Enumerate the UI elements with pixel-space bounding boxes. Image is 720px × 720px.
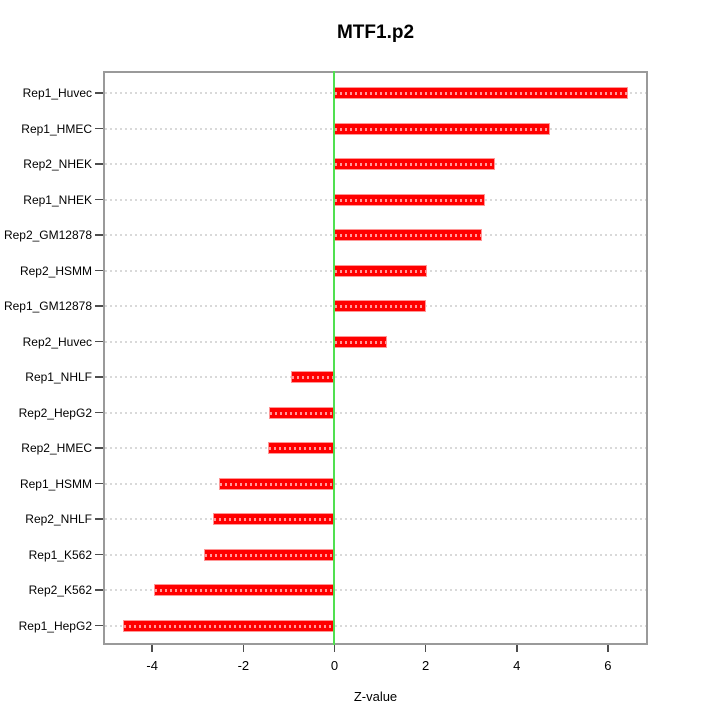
row-gridline (105, 553, 646, 556)
bar-dash-overlay (335, 305, 426, 308)
x-tick (242, 645, 245, 652)
bar-dash-overlay (220, 482, 334, 486)
y-tick (95, 340, 103, 342)
bar (334, 264, 427, 277)
bar-dash-overlay (335, 127, 550, 131)
y-axis-label: Rep2_NHEK (23, 157, 92, 171)
y-axis-label: Rep2_NHLF (25, 512, 92, 526)
row-gridline (105, 376, 646, 378)
row-gridline (105, 518, 646, 520)
y-axis-label: Rep2_K562 (28, 583, 92, 597)
bar (123, 619, 335, 632)
x-tick (516, 645, 518, 652)
x-tick-label: 0 (330, 658, 339, 673)
bar (268, 406, 335, 419)
y-axis-label: Rep2_HMEC (21, 441, 92, 455)
bar (213, 513, 335, 525)
y-tick (95, 518, 103, 520)
x-tick-label: 2 (422, 658, 430, 673)
bar-dash-overlay (269, 411, 334, 415)
x-tick-label: 4 (513, 658, 521, 673)
bar (267, 442, 335, 454)
y-tick (95, 269, 103, 271)
y-axis-label: Rep2_Huvec (22, 334, 92, 349)
y-axis-label: Rep1_HMEC (21, 121, 92, 136)
bar-dash-overlay (335, 269, 426, 273)
y-axis-label: Rep1_NHLF (25, 370, 92, 384)
y-tick (95, 482, 103, 484)
bar-dash-overlay (205, 553, 334, 557)
bar-dash-overlay (292, 376, 334, 379)
y-tick (95, 305, 103, 307)
bar-dash-overlay (335, 234, 481, 237)
y-axis-label: Rep1_HSMM (19, 476, 92, 491)
bar (334, 193, 485, 206)
x-tick (424, 645, 427, 652)
bar-dash-overlay (335, 163, 494, 166)
y-tick (95, 163, 103, 165)
y-axis-label: Rep2_HSMM (19, 263, 92, 278)
y-axis-label: Rep1_Huvec (22, 86, 92, 100)
y-tick (95, 411, 103, 413)
row-gridline (105, 624, 646, 627)
x-tick-label: 6 (604, 658, 612, 673)
y-axis-label: Rep2_GM12878 (3, 228, 92, 242)
y-tick (95, 447, 103, 449)
x-tick-label: -4 (146, 658, 158, 673)
bar-dash-overlay (335, 340, 386, 344)
bar-dash-overlay (124, 624, 334, 628)
bar (219, 477, 335, 490)
y-axis-label: Rep1_NHEK (23, 192, 92, 207)
bar-dash-overlay (335, 92, 627, 95)
zero-line (333, 71, 336, 645)
x-tick (333, 645, 336, 652)
y-tick (95, 624, 103, 626)
y-tick (95, 234, 103, 236)
bar (334, 87, 628, 99)
bar-dash-overlay (155, 589, 334, 592)
bar-dash-overlay (268, 447, 334, 450)
y-tick (95, 376, 103, 378)
y-axis-label: Rep1_GM12878 (3, 299, 92, 313)
bar (204, 548, 335, 561)
bar (154, 584, 335, 596)
y-axis-label: Rep1_HepG2 (18, 618, 92, 633)
row-gridline (105, 482, 646, 485)
y-tick (95, 198, 103, 200)
row-gridline (105, 589, 646, 591)
row-gridline (105, 411, 646, 414)
y-tick (95, 92, 103, 94)
bar-dash-overlay (214, 518, 334, 521)
bar (334, 158, 495, 170)
y-tick (95, 127, 103, 129)
y-axis-label: Rep1_K562 (28, 547, 92, 562)
bar-dash-overlay (335, 198, 484, 202)
bar (334, 300, 427, 312)
chart-title: MTF1.p2 (336, 22, 415, 43)
row-gridline (105, 447, 646, 449)
y-tick (95, 553, 103, 555)
y-tick (95, 589, 103, 591)
bar (334, 229, 482, 241)
x-tick (151, 645, 153, 652)
x-tick (607, 645, 609, 652)
x-axis-title: Z-value (353, 689, 398, 704)
bar (334, 122, 551, 135)
bar (291, 371, 335, 383)
bar (334, 335, 387, 348)
y-axis-label: Rep2_HepG2 (18, 405, 92, 420)
x-tick-label: -2 (237, 658, 250, 673)
